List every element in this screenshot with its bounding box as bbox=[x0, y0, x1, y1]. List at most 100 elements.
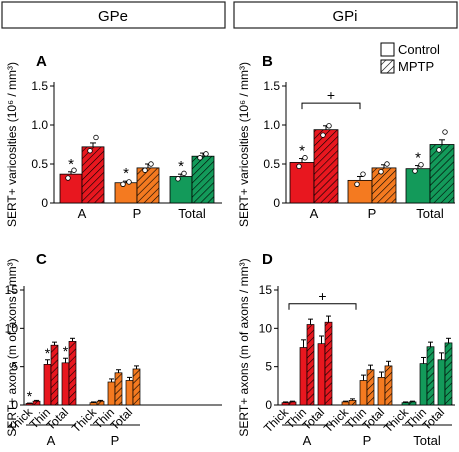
data-point bbox=[320, 132, 326, 138]
bar-mptp bbox=[348, 400, 357, 406]
x-subcategory-label: Total bbox=[419, 405, 447, 433]
data-point bbox=[181, 170, 187, 177]
comparison-bracket bbox=[301, 102, 361, 110]
data-point bbox=[442, 129, 448, 135]
bar-control bbox=[419, 363, 428, 406]
data-point bbox=[384, 161, 390, 167]
legend-mptp-label: MPTP bbox=[398, 59, 434, 74]
y-axis-label: SERT+ varicosities (10⁶ / mm³) bbox=[237, 62, 251, 227]
significance-star: * bbox=[299, 143, 305, 160]
data-point bbox=[65, 175, 71, 181]
bar-mptp bbox=[306, 324, 315, 406]
bar-control bbox=[89, 402, 98, 406]
data-point bbox=[71, 167, 77, 173]
bar-mptp bbox=[444, 342, 453, 406]
x-category-label: P bbox=[363, 433, 372, 448]
y-tick-label: 1.0 bbox=[263, 118, 280, 132]
bar-control bbox=[107, 381, 116, 406]
y-tick-label: 15 bbox=[259, 283, 273, 297]
y-tick-label: 0 bbox=[273, 196, 280, 210]
comparison-bracket bbox=[288, 303, 357, 310]
significance-star: * bbox=[27, 388, 33, 404]
y-tick-label: 0.5 bbox=[31, 157, 48, 171]
x-category-label: P bbox=[133, 206, 142, 221]
y-tick-label: 5 bbox=[11, 360, 18, 374]
data-point bbox=[326, 123, 332, 129]
bar-control bbox=[401, 402, 410, 406]
significance-star: * bbox=[45, 345, 51, 361]
bar-mptp bbox=[426, 346, 435, 406]
data-point bbox=[354, 181, 360, 187]
y-tick-label: 1.5 bbox=[31, 79, 48, 93]
x-category-label: Total bbox=[178, 206, 206, 221]
bar-control bbox=[289, 162, 315, 204]
comparison-label: + bbox=[327, 87, 335, 103]
x-category-label: Total bbox=[416, 206, 444, 221]
x-category-label: A bbox=[303, 433, 312, 448]
bar-mptp bbox=[371, 167, 397, 204]
bar-control bbox=[347, 179, 373, 204]
data-point bbox=[87, 148, 93, 154]
significance-star: * bbox=[178, 158, 184, 175]
bar-control bbox=[437, 359, 446, 406]
data-point bbox=[175, 176, 181, 182]
x-category-label: P bbox=[368, 206, 377, 221]
y-tick-label: 15 bbox=[5, 283, 19, 297]
bar-control bbox=[299, 347, 308, 406]
bar-mptp bbox=[288, 401, 297, 406]
data-point bbox=[412, 168, 418, 174]
y-tick-label: 1.0 bbox=[31, 118, 48, 132]
data-point bbox=[93, 134, 99, 141]
bar-mptp bbox=[81, 146, 105, 204]
significance-star: * bbox=[415, 150, 421, 167]
y-tick-label: 5 bbox=[265, 360, 272, 374]
significance-star: * bbox=[123, 165, 129, 182]
bar-mptp bbox=[366, 369, 375, 406]
bar-mptp bbox=[96, 400, 105, 406]
panel-letter: D bbox=[262, 251, 273, 268]
y-tick-label: 0 bbox=[41, 196, 48, 210]
legend-control-label: Control bbox=[398, 42, 440, 57]
legend-control-swatch bbox=[380, 42, 395, 57]
bar-control bbox=[359, 380, 368, 406]
y-axis-label: SERT+ axons (m of axons / mm³) bbox=[5, 258, 19, 436]
bar-control bbox=[317, 343, 326, 406]
bar-control bbox=[43, 364, 52, 406]
bar-control bbox=[281, 402, 290, 406]
bar-mptp bbox=[50, 344, 59, 406]
y-tick-label: 1.5 bbox=[263, 79, 280, 93]
data-point bbox=[203, 151, 209, 157]
bar-mptp bbox=[313, 129, 339, 204]
x-category-label: A bbox=[78, 206, 87, 221]
data-point bbox=[302, 155, 308, 161]
bar-control bbox=[61, 362, 70, 406]
header-gpe: GPe bbox=[98, 8, 128, 25]
comparison-label: + bbox=[318, 288, 326, 304]
significance-star: * bbox=[68, 156, 74, 173]
x-category-label: Total bbox=[413, 433, 441, 448]
bar-control bbox=[59, 173, 83, 204]
bar-mptp bbox=[191, 155, 215, 204]
bar-mptp bbox=[384, 365, 393, 406]
data-point bbox=[378, 169, 384, 175]
header-box-gpe bbox=[1, 1, 226, 29]
bar-mptp bbox=[136, 167, 160, 204]
panel-letter: C bbox=[36, 251, 47, 268]
header-box-gpi bbox=[233, 1, 458, 29]
bar-control bbox=[114, 182, 138, 204]
y-axis-label: SERT+ axons (m of axons / mm³) bbox=[237, 258, 251, 436]
header-gpi: GPi bbox=[332, 8, 357, 25]
bar-control bbox=[169, 176, 193, 204]
bar-control bbox=[405, 168, 431, 204]
data-point bbox=[436, 147, 442, 153]
data-point bbox=[142, 167, 148, 173]
bar-control bbox=[125, 380, 134, 406]
bar-mptp bbox=[32, 400, 41, 406]
data-point bbox=[418, 162, 424, 168]
panel-letter: B bbox=[262, 53, 273, 70]
x-category-label: A bbox=[310, 206, 319, 221]
bar-control bbox=[341, 401, 350, 406]
data-point bbox=[120, 181, 126, 187]
data-point bbox=[126, 179, 132, 185]
data-point bbox=[148, 161, 154, 167]
